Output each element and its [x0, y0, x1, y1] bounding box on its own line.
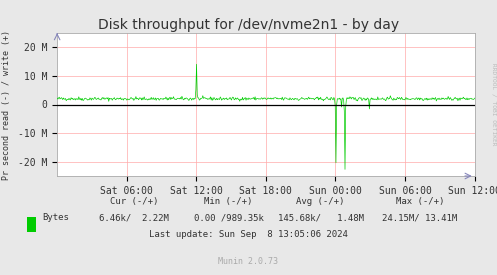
Text: 0.00 /989.35k: 0.00 /989.35k [194, 213, 263, 222]
Text: Last update: Sun Sep  8 13:05:06 2024: Last update: Sun Sep 8 13:05:06 2024 [149, 230, 348, 239]
Text: Avg (-/+): Avg (-/+) [296, 197, 345, 206]
Text: Pr second read (-) / write (+): Pr second read (-) / write (+) [2, 29, 11, 180]
Text: RRDTOOL / TOBI OETIKER: RRDTOOL / TOBI OETIKER [491, 63, 496, 146]
Text: Munin 2.0.73: Munin 2.0.73 [219, 257, 278, 266]
Text: 24.15M/ 13.41M: 24.15M/ 13.41M [382, 213, 458, 222]
Text: Cur (-/+): Cur (-/+) [110, 197, 159, 206]
Text: Disk throughput for /dev/nvme2n1 - by day: Disk throughput for /dev/nvme2n1 - by da… [98, 18, 399, 32]
Text: Min (-/+): Min (-/+) [204, 197, 253, 206]
Text: Max (-/+): Max (-/+) [396, 197, 444, 206]
Text: 6.46k/  2.22M: 6.46k/ 2.22M [99, 213, 169, 222]
Text: Bytes: Bytes [42, 213, 69, 222]
Text: 145.68k/   1.48M: 145.68k/ 1.48M [277, 213, 364, 222]
